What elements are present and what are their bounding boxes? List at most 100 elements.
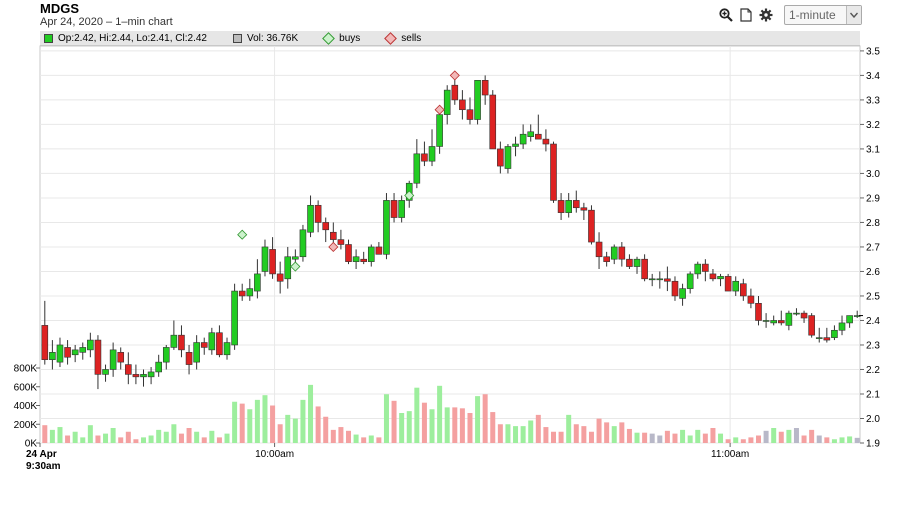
candle-body (679, 288, 686, 299)
price-tick-label: 3.0 (866, 169, 880, 180)
price-tick-label: 2.9 (866, 193, 880, 204)
volume-bar (65, 435, 71, 443)
volume-bar (437, 385, 443, 443)
volume-bar (824, 437, 830, 443)
candle-body (504, 146, 512, 169)
candle-body (641, 258, 648, 280)
volume-bar (452, 407, 458, 443)
volume-bar (315, 406, 321, 443)
candle-body (413, 153, 421, 184)
chart-subtitle: Apr 24, 2020 – 1–min chart (40, 16, 173, 28)
volume-bar (740, 439, 746, 443)
volume-bar (482, 394, 488, 443)
volume-bar (95, 435, 101, 443)
price-tick-label: 2.1 (866, 389, 880, 400)
volume-bar (733, 437, 739, 443)
legend-buys: buys (322, 31, 360, 45)
candle-body (793, 312, 800, 315)
candle-body (360, 258, 367, 262)
candle-body (626, 258, 633, 267)
candle-body (254, 273, 261, 292)
candle-body (823, 337, 831, 341)
volume-bar (793, 428, 799, 443)
candle-body (740, 283, 747, 297)
candle-body (155, 361, 162, 373)
volume-bar (831, 439, 837, 443)
volume-tick-label: 400K (14, 401, 38, 412)
time-tick-label: 10:00am (255, 449, 294, 460)
zoom-in-icon[interactable] (718, 7, 734, 23)
candle-body (162, 347, 170, 363)
volume-tick-label: 600K (14, 382, 38, 393)
candle-body (686, 273, 694, 289)
candle-body (572, 200, 580, 209)
legend-ohlc: Op:2.42, Hi:2.44, Lo:2.41, Cl:2.42 (44, 33, 207, 44)
gear-icon[interactable] (758, 7, 774, 23)
candle-body (694, 263, 702, 275)
volume-bar (330, 429, 336, 443)
volume-bar (49, 429, 55, 443)
volume-bar (634, 432, 640, 443)
volume-bar (277, 424, 283, 443)
volume-bar (497, 424, 503, 443)
volume-bar (771, 428, 777, 443)
volume-bar (657, 435, 663, 443)
legend-ohlc-text: Op:2.42, Hi:2.44, Lo:2.41, Cl:2.42 (58, 32, 207, 44)
volume-bar (118, 437, 124, 443)
volume-bar (209, 430, 215, 443)
interval-select[interactable]: 1-minute (784, 5, 862, 25)
volume-bar (368, 435, 374, 443)
candle-body (846, 315, 853, 324)
volume-bar (414, 387, 420, 443)
symbol-title: MDGS (40, 1, 79, 16)
volume-bar (110, 428, 116, 443)
candle-body (125, 364, 132, 375)
candle-body (466, 109, 474, 120)
volume-bar (141, 437, 146, 443)
price-tick-label: 2.0 (866, 414, 880, 425)
chevron-down-icon[interactable] (846, 6, 861, 24)
candle-body (390, 200, 398, 218)
candle-body (49, 352, 56, 360)
candle-body (542, 138, 550, 145)
candle-body (178, 334, 185, 351)
candle-body (292, 256, 299, 260)
interval-value: 1-minute (789, 8, 836, 22)
volume-bar (664, 430, 670, 443)
candle-body (185, 352, 193, 365)
candle-body (41, 325, 49, 360)
volume-bar (535, 414, 541, 443)
candle-body (246, 288, 254, 297)
volume-bar (361, 437, 367, 443)
candle-body (603, 256, 610, 262)
candle-body (717, 276, 724, 280)
candle-body (588, 209, 595, 243)
candle-body (436, 114, 443, 147)
volume-bar (133, 439, 139, 443)
document-icon[interactable] (738, 7, 754, 23)
volume-bar (323, 416, 329, 443)
price-tick-label: 3.2 (866, 120, 880, 131)
buy-marker (404, 190, 415, 201)
candle-body (785, 312, 793, 326)
volume-swatch (232, 33, 242, 43)
price-tick-label: 3.1 (866, 144, 880, 155)
buy-marker (290, 261, 301, 272)
candle-body (656, 278, 664, 281)
volume-bar (756, 435, 761, 443)
volume-tick-label: 200K (14, 420, 38, 431)
candle-body (550, 143, 557, 201)
candle-body (580, 207, 588, 211)
volume-bar (551, 431, 556, 443)
volume-bar (178, 433, 184, 443)
candle-body (808, 315, 815, 336)
legend-sells: sells (384, 31, 421, 45)
volume-bar (573, 424, 579, 443)
volume-bar (839, 437, 845, 443)
candle-body (94, 339, 102, 375)
volume-bar (543, 427, 549, 443)
volume-bar (270, 405, 276, 443)
volume-bar (475, 396, 481, 443)
price-tick-label: 1.9 (866, 439, 880, 450)
candle-body (231, 290, 238, 346)
